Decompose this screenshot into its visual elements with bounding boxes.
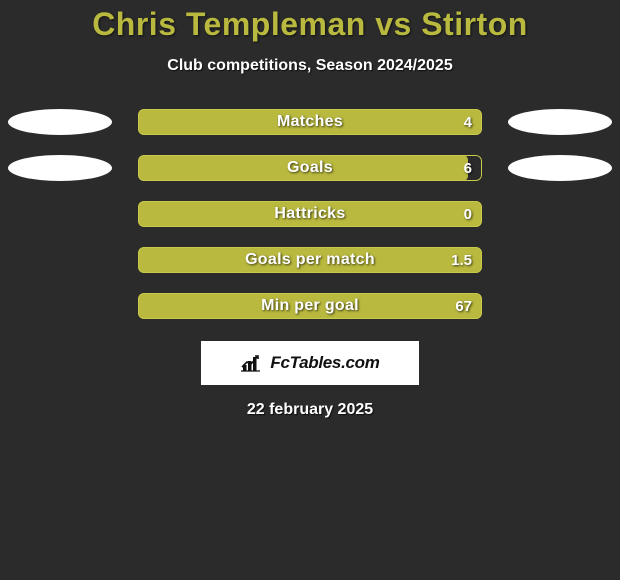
stat-bar: Goals6	[138, 155, 482, 181]
stat-bar: Matches4	[138, 109, 482, 135]
stat-label: Goals	[138, 155, 482, 181]
stat-bar: Hattricks0	[138, 201, 482, 227]
stat-bar: Goals per match1.5	[138, 247, 482, 273]
stat-value: 67	[455, 293, 472, 319]
left-ellipse	[8, 109, 112, 135]
comparison-infographic: Chris Templeman vs Stirton Club competit…	[0, 0, 620, 419]
stat-row: Hattricks0	[0, 201, 620, 227]
page-title: Chris Templeman vs Stirton	[0, 6, 620, 43]
stat-label: Goals per match	[138, 247, 482, 273]
right-ellipse	[508, 155, 612, 181]
stat-row: Matches4	[0, 109, 620, 135]
stat-bar: Min per goal67	[138, 293, 482, 319]
stat-value: 0	[464, 201, 472, 227]
logo-text: FcTables.com	[270, 353, 379, 373]
stat-value: 1.5	[451, 247, 472, 273]
stat-rows: Matches4 Goals6 Hattricks0 Goals per match1…	[0, 109, 620, 319]
stat-row: Goals6	[0, 155, 620, 181]
footer-date: 22 february 2025	[0, 401, 620, 419]
right-ellipse	[508, 109, 612, 135]
logo-box: FcTables.com	[201, 341, 419, 385]
page-subtitle: Club competitions, Season 2024/2025	[0, 57, 620, 75]
stat-label: Min per goal	[138, 293, 482, 319]
bar-chart-icon	[240, 353, 264, 373]
stat-value: 4	[464, 109, 472, 135]
stat-label: Matches	[138, 109, 482, 135]
left-ellipse	[8, 155, 112, 181]
stat-value: 6	[464, 155, 472, 181]
stat-row: Min per goal67	[0, 293, 620, 319]
stat-label: Hattricks	[138, 201, 482, 227]
stat-row: Goals per match1.5	[0, 247, 620, 273]
